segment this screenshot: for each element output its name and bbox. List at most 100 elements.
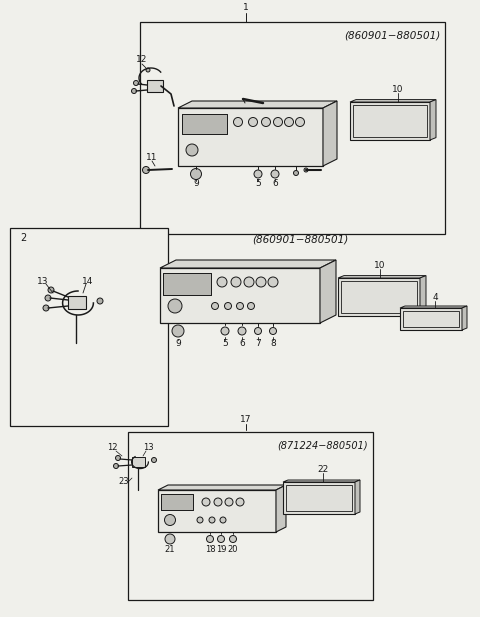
Text: 23: 23 [119, 478, 129, 486]
Bar [10, 228, 168, 426]
Circle shape [165, 534, 175, 544]
Circle shape [248, 302, 254, 310]
Circle shape [220, 517, 226, 523]
Bar [161, 494, 193, 510]
Text: 13: 13 [37, 276, 49, 286]
Circle shape [212, 302, 218, 310]
Circle shape [233, 117, 242, 126]
Circle shape [304, 168, 308, 172]
Text: 19: 19 [216, 544, 226, 553]
Bar [338, 278, 420, 316]
Text: (860901−880501): (860901−880501) [252, 235, 348, 245]
Text: 5: 5 [222, 339, 228, 347]
Circle shape [197, 517, 203, 523]
Circle shape [186, 144, 198, 156]
Bar [128, 432, 373, 600]
Circle shape [244, 277, 254, 287]
Polygon shape [355, 480, 360, 514]
Text: 10: 10 [392, 86, 404, 94]
Text: 5: 5 [255, 180, 261, 189]
Polygon shape [283, 480, 360, 482]
Bar [163, 273, 211, 295]
Circle shape [269, 328, 276, 334]
Bar [182, 114, 227, 134]
Text: 9: 9 [193, 180, 199, 189]
Text: 4: 4 [432, 294, 438, 302]
Bar [132, 457, 145, 467]
Bar [161, 494, 193, 510]
Circle shape [262, 117, 271, 126]
Text: 8: 8 [270, 339, 276, 347]
Circle shape [143, 167, 149, 173]
Text: 14: 14 [82, 276, 94, 286]
Circle shape [172, 325, 184, 337]
Circle shape [214, 498, 222, 506]
Circle shape [113, 463, 119, 468]
Circle shape [206, 536, 214, 542]
Circle shape [43, 305, 49, 311]
Text: 12: 12 [136, 56, 148, 65]
Bar [182, 114, 227, 134]
Circle shape [249, 117, 257, 126]
Circle shape [254, 170, 262, 178]
Circle shape [152, 457, 156, 463]
Bar [147, 80, 163, 92]
Bar [178, 108, 323, 166]
Polygon shape [276, 485, 286, 532]
Circle shape [236, 498, 244, 506]
Circle shape [256, 277, 266, 287]
Text: 13: 13 [143, 444, 153, 452]
Bar [160, 268, 320, 323]
Circle shape [237, 302, 243, 310]
Bar [353, 105, 427, 137]
Polygon shape [158, 485, 286, 490]
Text: 2: 2 [20, 233, 26, 243]
Text: 1: 1 [243, 4, 249, 12]
Circle shape [48, 287, 54, 293]
Circle shape [97, 298, 103, 304]
Text: 6: 6 [272, 180, 278, 189]
Polygon shape [338, 276, 426, 278]
Bar [163, 273, 211, 295]
Circle shape [45, 295, 51, 301]
Circle shape [238, 327, 246, 335]
Bar [283, 482, 355, 514]
Circle shape [293, 170, 299, 175]
Text: (871224−880501): (871224−880501) [277, 441, 368, 451]
Text: 7: 7 [255, 339, 261, 347]
Polygon shape [178, 101, 337, 108]
Circle shape [132, 88, 136, 94]
Polygon shape [420, 276, 426, 316]
Text: (860901−880501): (860901−880501) [344, 31, 440, 41]
Circle shape [202, 498, 210, 506]
Circle shape [296, 117, 304, 126]
Polygon shape [462, 306, 467, 330]
Circle shape [271, 170, 279, 178]
Circle shape [231, 277, 241, 287]
Polygon shape [323, 101, 337, 166]
Circle shape [225, 302, 231, 310]
Polygon shape [320, 260, 336, 323]
Bar [403, 311, 459, 327]
Circle shape [133, 80, 139, 86]
Circle shape [217, 536, 225, 542]
Polygon shape [160, 260, 336, 268]
Circle shape [274, 117, 283, 126]
Circle shape [225, 498, 233, 506]
Bar [286, 485, 352, 511]
Circle shape [168, 299, 182, 313]
Circle shape [209, 517, 215, 523]
Circle shape [217, 277, 227, 287]
Polygon shape [400, 306, 467, 308]
Text: 17: 17 [240, 415, 252, 424]
Circle shape [116, 455, 120, 460]
Text: 12: 12 [107, 444, 117, 452]
Text: 6: 6 [239, 339, 245, 347]
Circle shape [229, 536, 237, 542]
Circle shape [191, 168, 202, 180]
Bar [400, 308, 462, 330]
Text: 20: 20 [228, 544, 238, 553]
Circle shape [165, 515, 176, 526]
Polygon shape [350, 99, 436, 102]
Text: 11: 11 [146, 154, 158, 162]
